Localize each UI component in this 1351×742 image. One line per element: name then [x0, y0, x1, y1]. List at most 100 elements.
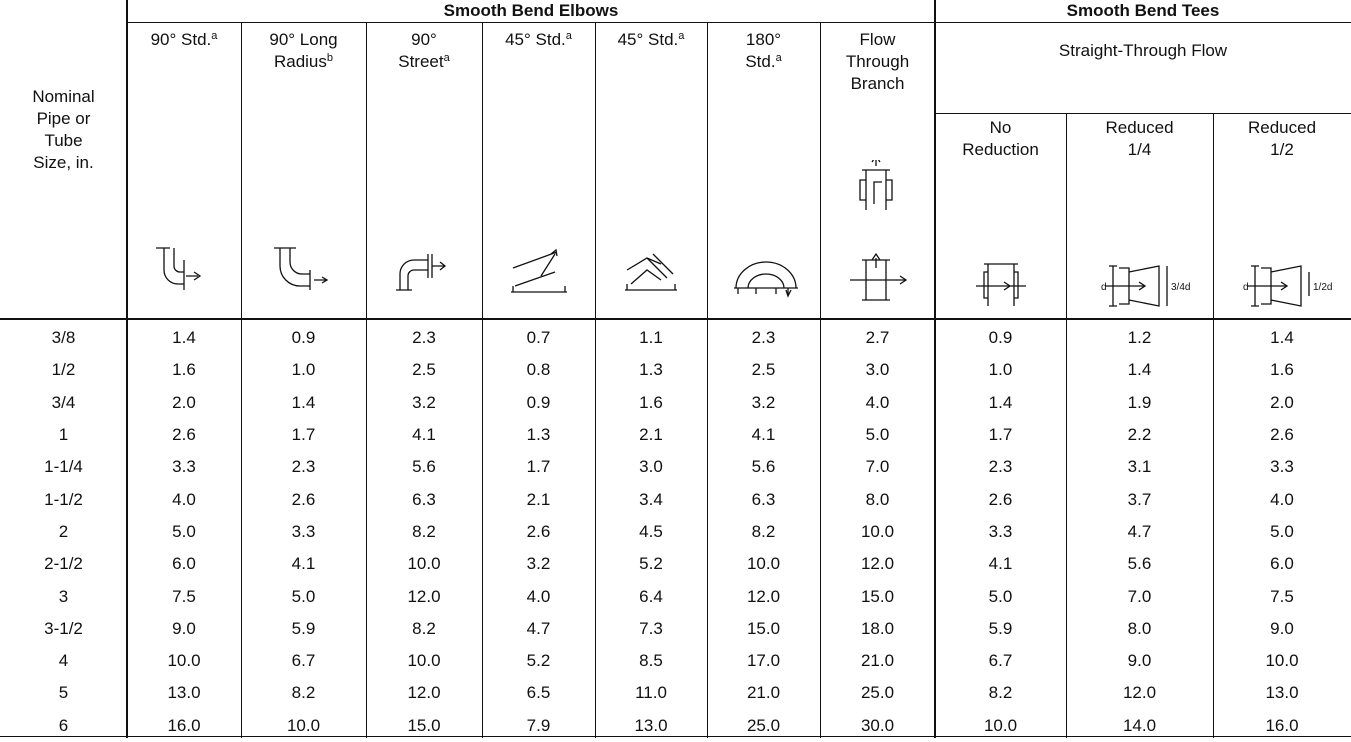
- column-header: 90° Streeta: [366, 29, 482, 109]
- tee-icon: d 3/4d: [1101, 265, 1190, 307]
- value-cell: 4.7: [1127, 521, 1152, 541]
- column-header: Reduced 1/2: [1213, 117, 1351, 197]
- value-cell: 2.1: [526, 489, 551, 509]
- value-cell: 5.0: [172, 521, 196, 541]
- value-cell: 3.0: [865, 360, 890, 380]
- superscript: a: [678, 30, 685, 42]
- value-cell: 13.0: [1265, 683, 1299, 703]
- value-cell: 2.3: [751, 328, 776, 348]
- value-cell: 4.1: [291, 554, 316, 574]
- value-cell: 8.5: [639, 651, 663, 671]
- value-cell: 4.0: [1270, 489, 1294, 509]
- value-cell: 0.9: [291, 328, 316, 348]
- value-cell: 4.0: [865, 392, 890, 412]
- column-header: 90° Long Radiusb: [241, 29, 366, 109]
- icon-label: 3/4d: [1171, 282, 1190, 293]
- header-line: Streeta: [398, 52, 450, 71]
- rule: [0, 318, 1351, 320]
- value-cell: 5.0: [988, 586, 1013, 606]
- rule: [707, 22, 708, 738]
- header-line: Branch: [850, 74, 905, 93]
- rule: [241, 22, 242, 738]
- value-cell: 25.0: [746, 715, 781, 735]
- value-cell: 8.0: [865, 489, 890, 509]
- value-cell: 5.6: [412, 457, 436, 477]
- icon-label: 1/2d: [1313, 282, 1332, 293]
- rule: [0, 736, 1351, 737]
- header-line: 45° Std.a: [505, 30, 572, 49]
- value-cell: 2.5: [751, 360, 776, 380]
- value-cell: 10.0: [167, 651, 201, 671]
- value-cell: 12.0: [860, 554, 895, 574]
- value-cell: 2.6: [172, 425, 196, 445]
- value-cell: 15.0: [407, 715, 441, 735]
- superscript: a: [443, 52, 450, 64]
- size-cell: 3: [58, 586, 69, 606]
- value-cell: 0.9: [988, 328, 1013, 348]
- value-cell: 10.0: [983, 715, 1018, 735]
- size-cell: 3/4: [51, 392, 76, 412]
- value-cell: 5.2: [639, 554, 663, 574]
- value-cell: 10.0: [746, 554, 781, 574]
- value-cell: 1.6: [172, 360, 196, 380]
- rule: [482, 22, 483, 738]
- value-cell: 1.4: [988, 392, 1013, 412]
- value-cell: 1.4: [1127, 360, 1152, 380]
- value-cell: 5.6: [1127, 554, 1152, 574]
- value-cell: 1.4: [291, 392, 316, 412]
- value-cell: 8.2: [988, 683, 1013, 703]
- superscript: a: [775, 52, 782, 64]
- value-cell: 2.0: [172, 392, 196, 412]
- value-cell: 4.1: [751, 425, 776, 445]
- header-line: Tube: [44, 131, 83, 150]
- value-cell: 0.9: [526, 392, 551, 412]
- tee-icon: d 1/2d: [1243, 265, 1332, 307]
- size-header: Nominal Pipe or Tube Size, in.: [0, 86, 127, 186]
- rule: [595, 22, 596, 738]
- value-cell: 1.1: [639, 328, 663, 348]
- rule: [935, 113, 1351, 114]
- value-cell: 8.2: [412, 521, 436, 541]
- value-cell: 3.2: [526, 554, 551, 574]
- value-cell: 1.0: [988, 360, 1013, 380]
- column-header: Flow Through Branch: [820, 29, 935, 109]
- size-cell: 5: [58, 683, 69, 703]
- value-cell: 1.2: [1127, 328, 1152, 348]
- value-cell: 8.2: [412, 618, 436, 638]
- value-cell: 2.3: [291, 457, 316, 477]
- size-cell: 1/2: [51, 360, 76, 380]
- value-cell: 7.9: [526, 715, 551, 735]
- value-cell: 1.0: [291, 360, 316, 380]
- value-cell: 1.6: [639, 392, 663, 412]
- value-cell: 6.4: [639, 586, 663, 606]
- value-cell: 18.0: [860, 618, 895, 638]
- superscript: a: [211, 30, 218, 42]
- tee-icon: [975, 263, 1026, 306]
- superscript: b: [326, 52, 334, 64]
- value-cell: 15.0: [746, 618, 781, 638]
- value-cell: 1.4: [1270, 328, 1294, 348]
- value-cell: 6.3: [412, 489, 436, 509]
- column-header: 180° Std.a: [707, 29, 820, 109]
- value-cell: 3.2: [412, 392, 436, 412]
- value-cell: 7.5: [172, 586, 196, 606]
- value-cell: 10.0: [860, 521, 895, 541]
- value-cell: 7.5: [1270, 586, 1294, 606]
- rule: [820, 22, 821, 738]
- value-cell: 3.2: [751, 392, 776, 412]
- value-cell: 2.6: [1270, 425, 1294, 445]
- value-cell: 2.3: [412, 328, 436, 348]
- header-line: 90°: [411, 30, 437, 49]
- fitting-icon: [625, 253, 677, 291]
- fitting-icon: [858, 160, 893, 210]
- value-cell: 0.8: [526, 360, 551, 380]
- value-cell: 4.1: [412, 425, 436, 445]
- value-cell: 3.4: [639, 489, 663, 509]
- fitting-icon: [510, 248, 567, 293]
- size-cell: 2: [58, 521, 69, 541]
- value-cell: 6.3: [751, 489, 776, 509]
- value-cell: 16.0: [167, 715, 201, 735]
- value-cell: 3.0: [639, 457, 663, 477]
- value-cell: 5.9: [291, 618, 316, 638]
- value-cell: 6.7: [291, 651, 316, 671]
